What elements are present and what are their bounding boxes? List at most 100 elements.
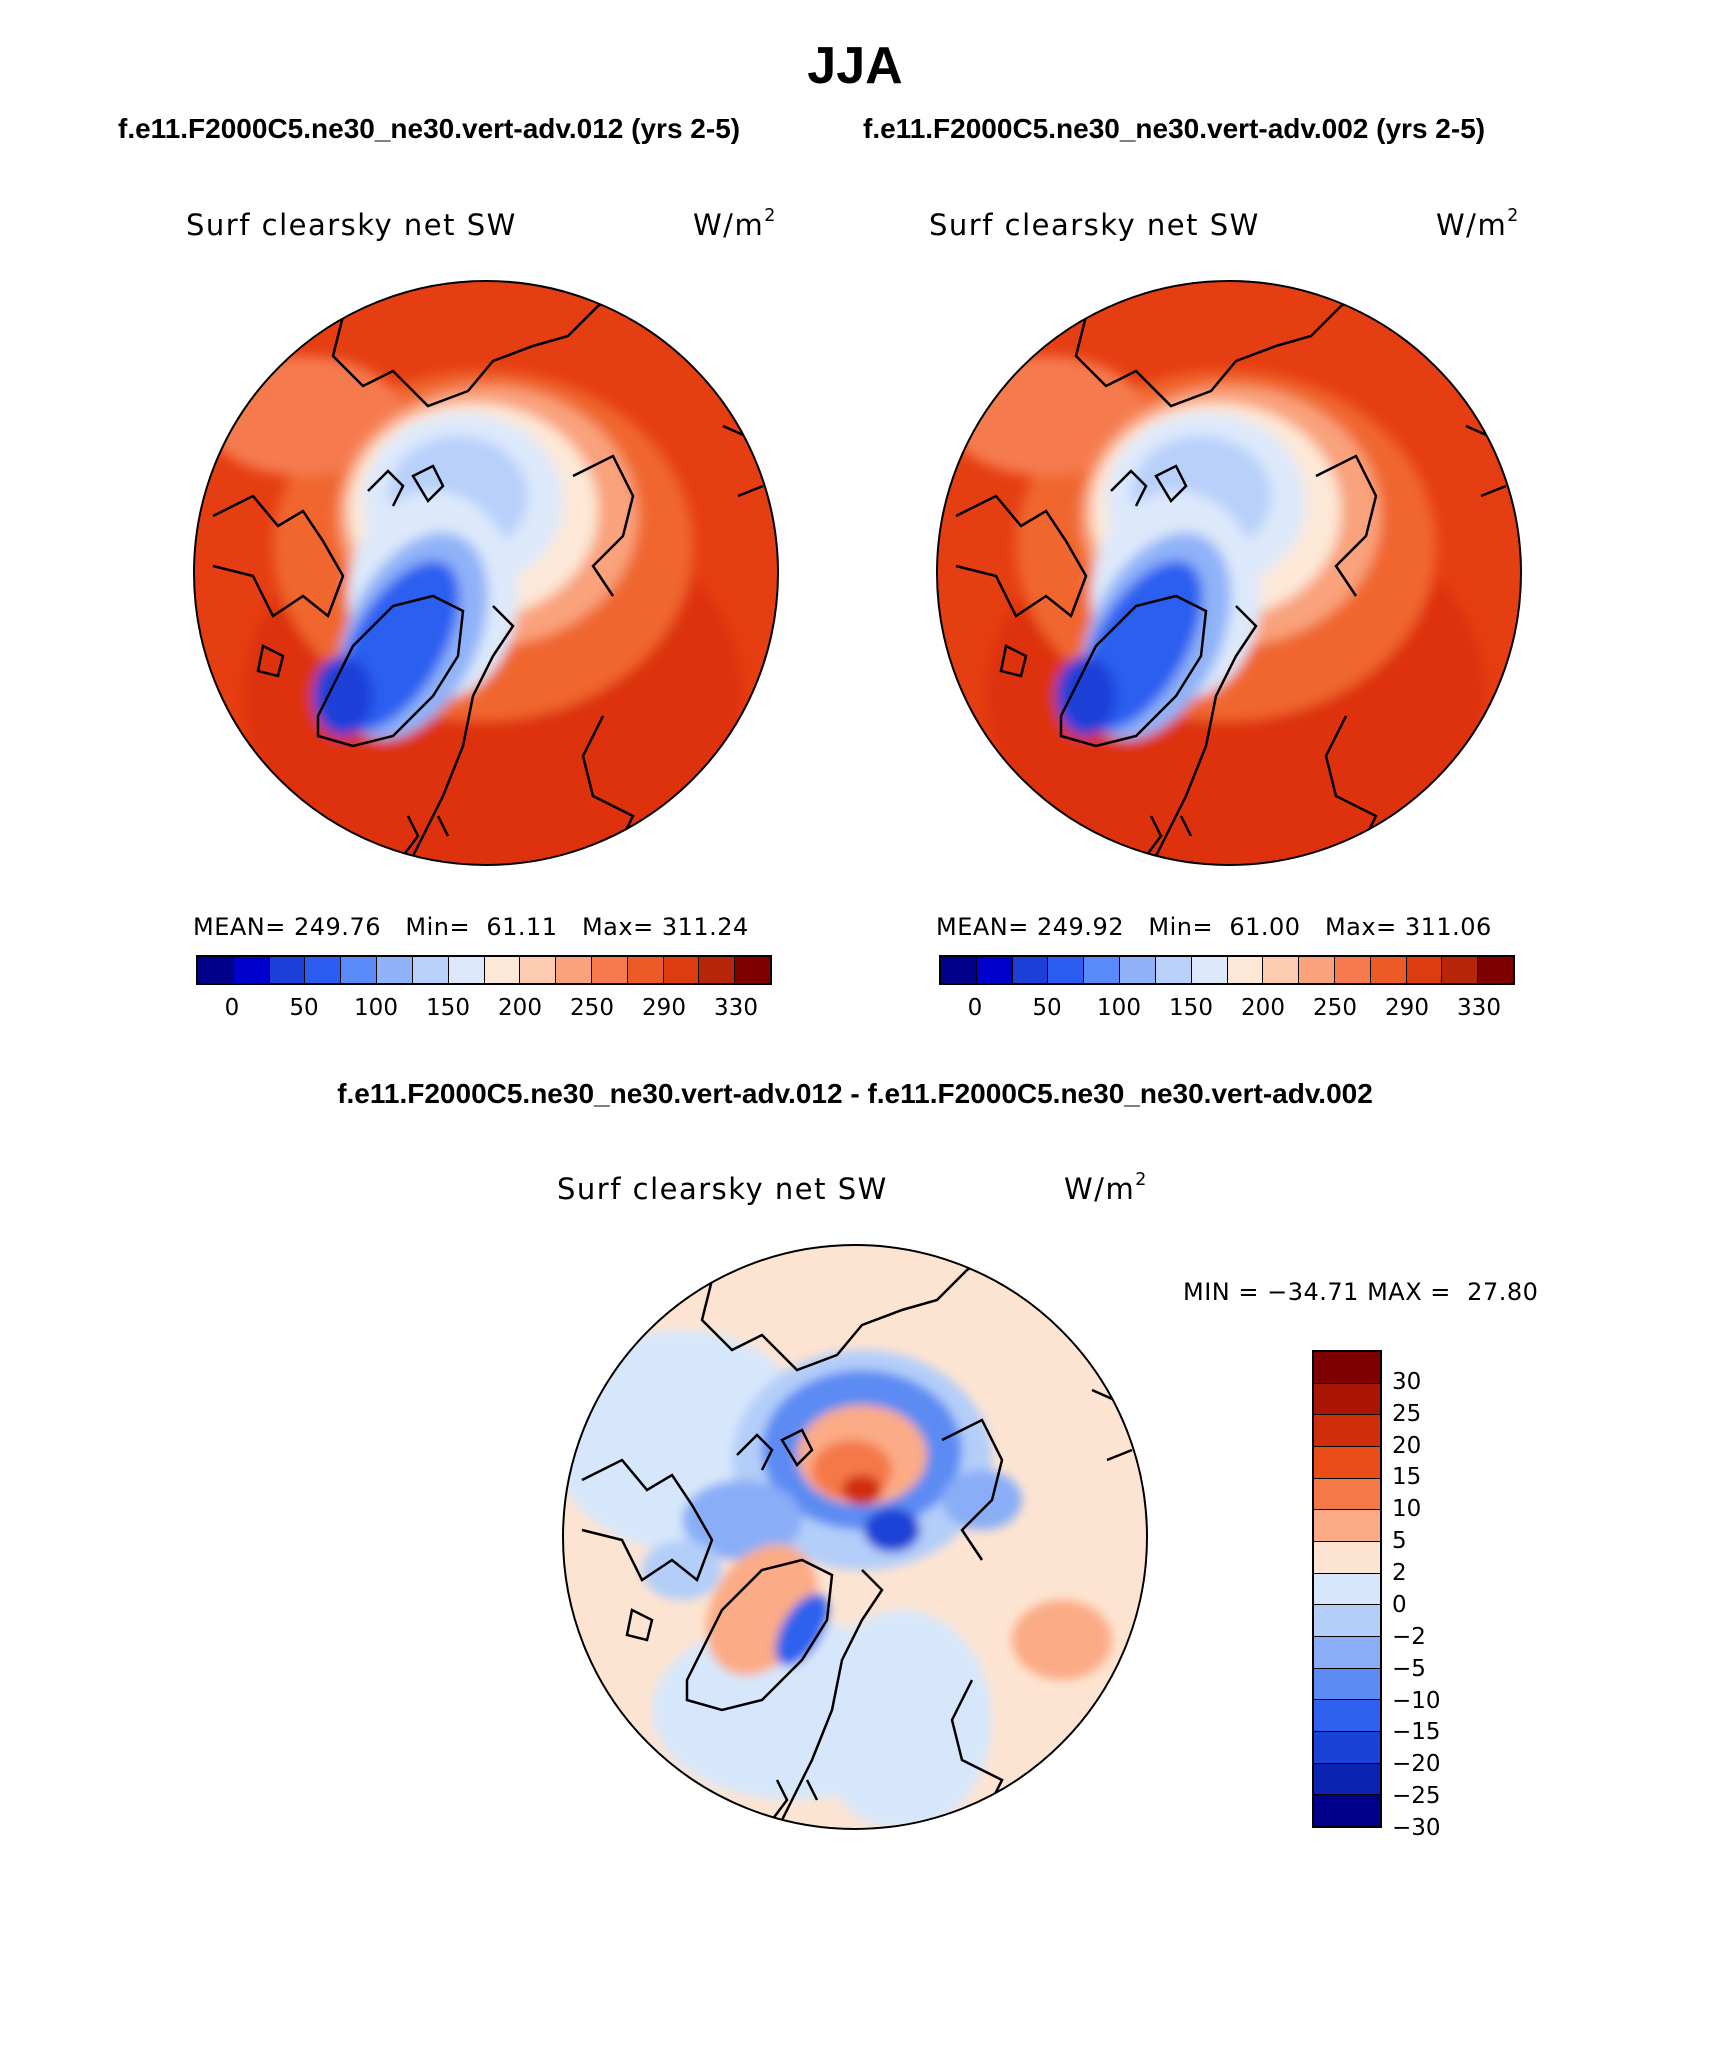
colorbar-diff-tick-label: −5 xyxy=(1392,1655,1426,1682)
colorbar-right-swatch xyxy=(1227,957,1264,983)
colorbar-right-swatch xyxy=(1406,957,1443,983)
colorbar-left-ticks: 0 50 100 150 200 250 290 330 xyxy=(196,995,772,1025)
colorbar-diff-tick-label: 15 xyxy=(1392,1464,1422,1491)
colorbar-right-swatch xyxy=(1084,957,1121,983)
colorbar-right-swatch xyxy=(1120,957,1156,983)
colorbar-diff-swatch xyxy=(1314,1352,1380,1384)
colorbar-right xyxy=(939,955,1515,985)
colorbar-left-swatch xyxy=(233,957,270,983)
colorbar-right-swatch xyxy=(1263,957,1300,983)
colorbar-left-tick-label: 100 xyxy=(354,995,398,1021)
colorbar-left-swatch xyxy=(591,957,628,983)
colorbar-right-tick-label: 200 xyxy=(1241,995,1285,1021)
colorbar-diff-swatch xyxy=(1314,1478,1380,1511)
colorbar-diff-swatch xyxy=(1314,1732,1380,1764)
colorbar-diff-swatch xyxy=(1314,1637,1380,1669)
colorbar-right-swatch xyxy=(1012,957,1049,983)
colorbar-left-tick-label: 0 xyxy=(224,995,240,1021)
colorbar-diff-tick-label: 0 xyxy=(1392,1591,1407,1618)
colorbar-left-swatch xyxy=(627,957,664,983)
colorbar-right-swatch xyxy=(1334,957,1371,983)
colorbar-right-tick-label: 0 xyxy=(967,995,983,1021)
colorbar-left-tick-label: 250 xyxy=(570,995,614,1021)
left-units-label: W/m2 xyxy=(693,206,777,242)
colorbar-diff-tick-label: −15 xyxy=(1392,1719,1441,1746)
colorbar-diff-tick-label: 25 xyxy=(1392,1400,1422,1427)
colorbar-left-swatch xyxy=(699,957,736,983)
colorbar-diff-tick-label: 5 xyxy=(1392,1528,1407,1555)
figure-title: JJA xyxy=(807,37,903,95)
colorbar-diff-swatch xyxy=(1314,1668,1380,1701)
colorbar-left-swatch xyxy=(198,957,234,983)
colorbar-diff-swatch xyxy=(1314,1605,1380,1638)
colorbar-left-swatch xyxy=(556,957,592,983)
colorbar-left-swatch xyxy=(305,957,342,983)
colorbar-diff-tick-label: −2 xyxy=(1392,1623,1426,1650)
map-diff xyxy=(562,1244,1148,1830)
colorbar-right-swatch xyxy=(1299,957,1335,983)
colorbar-diff xyxy=(1312,1350,1382,1828)
colorbar-right-swatch xyxy=(1478,957,1513,983)
colorbar-right-tick-label: 250 xyxy=(1313,995,1357,1021)
colorbar-right-swatch xyxy=(941,957,977,983)
colorbar-right-swatch xyxy=(1048,957,1085,983)
colorbar-diff-swatch xyxy=(1314,1542,1380,1574)
colorbar-left-tick-label: 150 xyxy=(426,995,470,1021)
colorbar-left xyxy=(196,955,772,985)
map-left xyxy=(193,280,779,866)
colorbar-left-swatch xyxy=(341,957,378,983)
colorbar-left-swatch xyxy=(484,957,521,983)
colorbar-right-ticks: 0 50 100 150 200 250 290 330 xyxy=(939,995,1515,1025)
colorbar-right-swatch xyxy=(976,957,1013,983)
colorbar-diff-swatch xyxy=(1314,1573,1380,1606)
colorbar-left-swatch xyxy=(520,957,557,983)
colorbar-left-swatch xyxy=(269,957,306,983)
colorbar-diff-swatch xyxy=(1314,1700,1380,1733)
colorbar-diff-tick-label: −25 xyxy=(1392,1783,1441,1810)
right-stats: MEAN= 249.92 Min= 61.00 Max= 311.06 xyxy=(936,913,1492,941)
colorbar-left-swatch xyxy=(412,957,449,983)
colorbar-right-tick-label: 330 xyxy=(1457,995,1501,1021)
colorbar-left-swatch xyxy=(663,957,700,983)
colorbar-diff-tick-label: 30 xyxy=(1392,1368,1422,1395)
colorbar-diff-swatch xyxy=(1314,1383,1380,1416)
case-title-right: f.e11.F2000C5.ne30_ne30.vert-adv.002 (yr… xyxy=(863,113,1486,144)
colorbar-diff-tick-label: 2 xyxy=(1392,1560,1407,1587)
diff-variable-label: Surf clearsky net SW xyxy=(557,1172,888,1206)
colorbar-diff-tick-label: −20 xyxy=(1392,1751,1441,1778)
colorbar-diff-swatch xyxy=(1314,1763,1380,1796)
colorbar-diff-tick-label: −30 xyxy=(1392,1815,1441,1841)
colorbar-diff-tick-label: −10 xyxy=(1392,1687,1441,1714)
diff-units-label: W/m2 xyxy=(1064,1170,1148,1206)
colorbar-right-tick-label: 50 xyxy=(1032,995,1062,1021)
colorbar-left-tick-label: 50 xyxy=(289,995,319,1021)
colorbar-left-swatch xyxy=(448,957,485,983)
colorbar-diff-swatch xyxy=(1314,1447,1380,1479)
diff-stats: MIN = −34.71 MAX = 27.80 xyxy=(1183,1278,1539,1306)
left-variable-label: Surf clearsky net SW xyxy=(186,208,517,242)
map-right xyxy=(936,280,1522,866)
colorbar-diff-swatch xyxy=(1314,1415,1380,1448)
colorbar-right-swatch xyxy=(1155,957,1192,983)
colorbar-diff-swatch xyxy=(1314,1795,1380,1827)
colorbar-left-tick-label: 200 xyxy=(498,995,542,1021)
colorbar-left-swatch xyxy=(377,957,413,983)
colorbar-right-swatch xyxy=(1370,957,1407,983)
colorbar-diff-tick-label: 20 xyxy=(1392,1432,1422,1459)
colorbar-right-tick-label: 290 xyxy=(1385,995,1429,1021)
colorbar-diff-ticks: 30 25 20 15 10 5 2 0 −2 −5 −10 −15 −20 −25 −30 xyxy=(1392,1350,1472,1841)
colorbar-right-tick-label: 150 xyxy=(1169,995,1213,1021)
left-stats: MEAN= 249.76 Min= 61.11 Max= 311.24 xyxy=(193,913,749,941)
colorbar-left-swatch xyxy=(735,957,770,983)
colorbar-right-tick-label: 100 xyxy=(1097,995,1141,1021)
colorbar-diff-tick-label: 10 xyxy=(1392,1496,1422,1523)
colorbar-right-swatch xyxy=(1442,957,1479,983)
colorbar-diff-swatch xyxy=(1314,1510,1380,1543)
colorbar-left-tick-label: 330 xyxy=(714,995,758,1021)
right-variable-label: Surf clearsky net SW xyxy=(929,208,1260,242)
case-title-left: f.e11.F2000C5.ne30_ne30.vert-adv.012 (yr… xyxy=(118,113,741,144)
case-title-diff: f.e11.F2000C5.ne30_ne30.vert-adv.012 - f… xyxy=(337,1078,1373,1109)
right-units-label: W/m2 xyxy=(1436,206,1520,242)
colorbar-right-swatch xyxy=(1191,957,1228,983)
colorbar-left-tick-label: 290 xyxy=(642,995,686,1021)
